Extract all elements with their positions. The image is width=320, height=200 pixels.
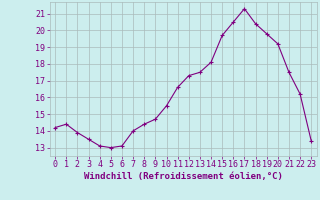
X-axis label: Windchill (Refroidissement éolien,°C): Windchill (Refroidissement éolien,°C) xyxy=(84,172,283,181)
